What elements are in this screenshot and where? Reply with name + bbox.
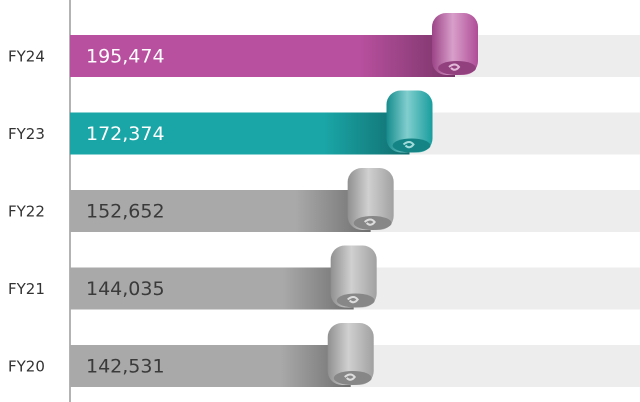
category-label: FY20 — [8, 358, 45, 376]
chart: 195,474 FY24 172,374 FY23 152,652 FY22 144,035… — [0, 0, 640, 402]
value-label: 172,374 — [86, 123, 165, 145]
value-label: 142,531 — [86, 356, 165, 378]
page: {"chart_data": {"type": "bar", "categori… — [0, 0, 640, 402]
value-label: 152,652 — [86, 201, 165, 223]
category-label: FY21 — [8, 280, 45, 298]
category-label: FY22 — [8, 203, 45, 221]
value-label: 195,474 — [86, 46, 165, 68]
category-label: FY23 — [8, 125, 45, 143]
value-label: 144,035 — [86, 278, 165, 300]
category-label: FY24 — [8, 48, 45, 66]
